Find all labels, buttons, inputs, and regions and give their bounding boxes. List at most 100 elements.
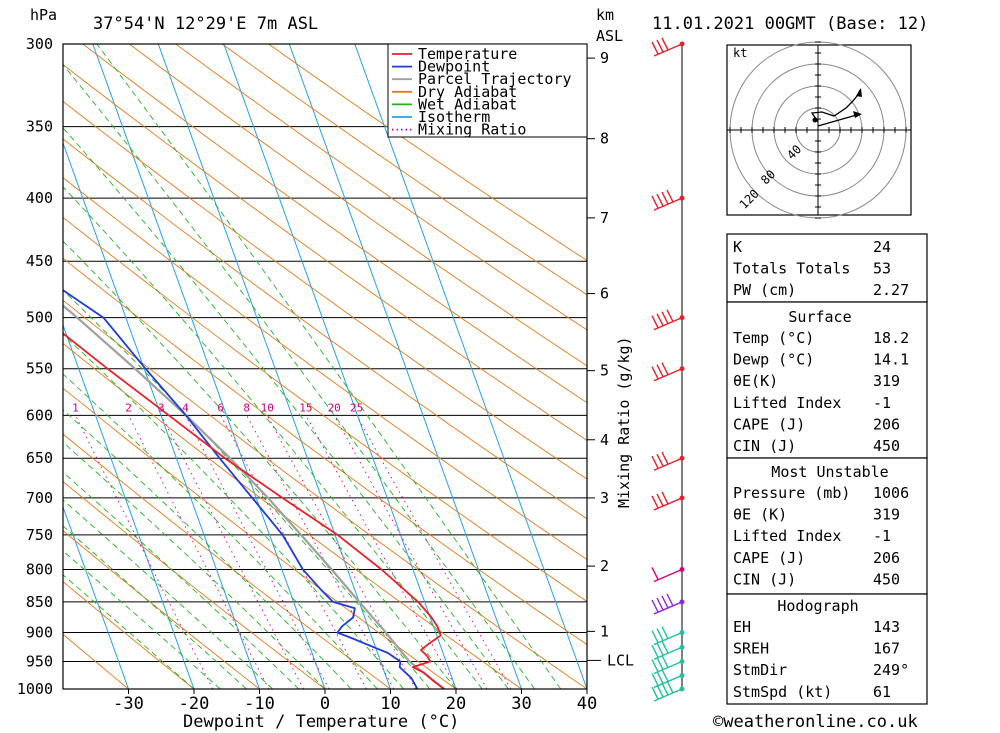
copyright: ©weatheronline.co.uk — [713, 712, 918, 732]
dry-adiabat — [63, 64, 587, 441]
index-label: Pressure (mb) — [733, 484, 850, 502]
mixing-ratio-line — [333, 415, 488, 689]
wind-barb-feather — [656, 642, 664, 656]
pressure-tick-label: 950 — [26, 653, 53, 671]
storm-motion-vector — [817, 113, 861, 127]
x-tick-label: 0 — [320, 694, 330, 714]
wind-barb-feather — [651, 366, 659, 380]
mixing-ratio-label: 10 — [261, 401, 274, 414]
x-tick-label: 30 — [511, 694, 531, 714]
dry-adiabat — [82, 44, 587, 404]
profile-lines — [63, 289, 445, 689]
dry-adiabat — [63, 100, 587, 480]
pressure-tick-label: 650 — [26, 449, 53, 467]
index-value: -1 — [873, 394, 891, 412]
wind-barb-feather — [661, 655, 669, 668]
x-tick-label: 10 — [380, 694, 400, 714]
wet-adiabat — [63, 333, 404, 689]
wet-adiabat — [63, 550, 221, 689]
axes: 3003504004505005506006507007508008509009… — [17, 35, 634, 714]
index-value: 450 — [873, 437, 900, 455]
wind-barb-feather — [656, 493, 664, 507]
index-value: 319 — [873, 372, 900, 390]
dry-adiabat — [63, 530, 260, 689]
wind-barb-feather — [661, 669, 669, 682]
pressure-tick-label: 300 — [26, 35, 53, 53]
dry-adiabat — [63, 581, 195, 689]
hodograph-trace — [810, 89, 861, 123]
index-label: Dewp (°C) — [733, 351, 814, 369]
isotherm — [63, 687, 64, 689]
dry-adiabat — [63, 257, 587, 646]
index-value: 319 — [873, 506, 900, 524]
legend-box — [387, 43, 588, 138]
wind-barb-feather — [656, 597, 664, 611]
dry-adiabat — [174, 44, 587, 331]
indices-table: K 24 Totals Totals 53 PW (cm) 2.27 Surface Temp… — [726, 233, 928, 705]
wind-barb-feather — [656, 313, 664, 326]
wet-adiabat — [63, 574, 195, 689]
wind-barb-feather — [651, 630, 659, 643]
km-tick-label: 6 — [600, 285, 609, 303]
wind-barb-feather — [656, 453, 664, 467]
legend-entry: Parcel Trajectory — [418, 70, 572, 88]
wet-adiabat — [96, 44, 562, 689]
hodograph-index-box — [726, 593, 928, 705]
index-label: PW (cm) — [733, 281, 796, 299]
wet-adiabat — [63, 441, 326, 689]
x-tick-label: 20 — [446, 694, 466, 714]
legend-entry: Dewpoint — [418, 58, 490, 76]
location-title: 37°54'N 12°29'E 7m ASL — [93, 14, 318, 34]
index-value: 249° — [873, 661, 909, 679]
wind-barb-feather — [666, 309, 674, 322]
index-label: Lifted Index — [733, 527, 841, 545]
diagram-grid — [63, 44, 587, 689]
wet-adiabat — [63, 525, 247, 689]
pressure-tick-label: 550 — [26, 360, 53, 378]
index-label: θE(K) — [733, 372, 778, 390]
wet-adiabat — [63, 186, 483, 689]
dry-adiabat — [221, 44, 587, 296]
km-tick-label: 3 — [600, 489, 609, 507]
wind-barb-feather — [666, 593, 674, 607]
header: hPa 37°54'N 12°29'E 7m ASL km ASL 11.01.… — [30, 6, 928, 732]
index-label: StmDir — [733, 661, 787, 679]
wind-barb-feather — [651, 644, 659, 658]
km-tick-label: 7 — [600, 209, 609, 227]
wind-barb-feather — [661, 626, 669, 639]
wind-barb-feather — [666, 680, 674, 694]
wet-adiabat — [63, 409, 352, 689]
y2-axis-label: Mixing Ratio (g/kg) — [615, 336, 633, 508]
dry-adiabat — [63, 177, 587, 561]
isotherm — [157, 44, 391, 689]
wind-barb-feather — [656, 657, 664, 670]
indices-top-box — [726, 233, 928, 303]
hodograph-index-title: Hodograph — [777, 597, 858, 615]
index-label: StmSpd (kt) — [733, 683, 832, 701]
dry-adiabat — [63, 387, 457, 689]
index-value: 61 — [873, 683, 891, 701]
series-temperature — [63, 332, 445, 689]
index-label: SREH — [733, 640, 769, 658]
pressure-tick-label: 350 — [26, 118, 53, 136]
km-unit: km — [596, 6, 614, 24]
mixing-ratio-label: 25 — [350, 401, 363, 414]
index-value: 1006 — [873, 484, 909, 502]
wind-barb-feather — [651, 673, 659, 686]
mixing-ratio-label: 4 — [182, 401, 189, 414]
most-unstable-title: Most Unstable — [771, 463, 888, 481]
lcl-label: LCL — [607, 651, 634, 669]
index-label: CAPE (J) — [733, 549, 805, 567]
wind-barb-feather — [656, 628, 664, 641]
isotherm — [288, 44, 522, 689]
mixing-ratio-line — [160, 415, 304, 689]
isotherm — [92, 44, 326, 689]
wind-barb-feather — [651, 315, 659, 328]
km-tick-label: 2 — [600, 557, 609, 575]
wind-barb-feather — [651, 41, 659, 55]
pressure-tick-label: 900 — [26, 624, 53, 642]
index-label: CIN (J) — [733, 570, 796, 588]
wind-barb-feather — [661, 191, 669, 205]
